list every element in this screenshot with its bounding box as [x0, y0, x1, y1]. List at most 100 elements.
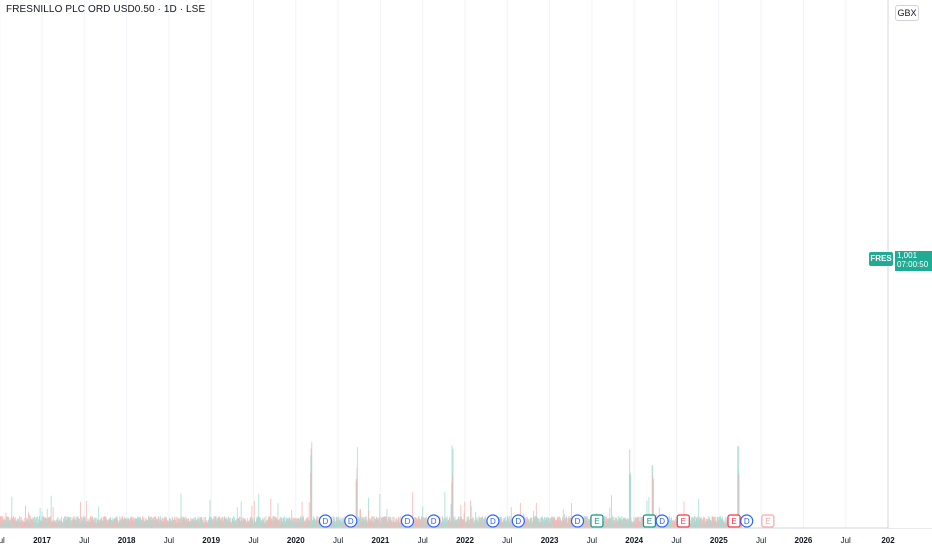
volume-bar: [625, 518, 627, 528]
volume-bar: [39, 507, 41, 528]
volume-bar: [386, 508, 388, 528]
volume-bar: [543, 519, 544, 528]
volume-bar: [295, 518, 296, 528]
volume-bar: [45, 518, 47, 528]
volume-bar: [475, 512, 476, 528]
volume-bar: [395, 518, 397, 528]
volume-bar: [18, 519, 20, 528]
volume-bar: [98, 506, 100, 528]
volume-bar: [148, 517, 150, 528]
volume-bar: [239, 516, 241, 528]
volume-bar: [546, 517, 548, 528]
volume-bar: [422, 506, 424, 528]
volume-bar: [11, 496, 13, 528]
volume-bar: [584, 516, 586, 528]
volume-bar: [535, 502, 537, 528]
volume-bar: [102, 516, 104, 528]
volume-bar: [379, 516, 381, 528]
volume-bar: [568, 517, 570, 528]
volume-bars: [0, 442, 743, 528]
volume-bar: [228, 516, 229, 528]
volume-bar: [249, 517, 251, 528]
volume-bar: [75, 517, 77, 528]
volume-bar: [311, 442, 313, 528]
volume-bar: [96, 517, 98, 528]
volume-bar: [1, 516, 3, 528]
volume-bar: [460, 504, 462, 528]
volume-bar: [534, 516, 536, 528]
volume-bar: [277, 503, 279, 528]
volume-bar: [413, 517, 415, 528]
grid-lines: [0, 0, 889, 528]
volume-bar: [442, 518, 444, 528]
volume-bar: [724, 516, 726, 528]
volume-bar: [423, 517, 425, 528]
volume-bar: [69, 517, 71, 528]
volume-bar: [35, 518, 37, 528]
volume-bar: [611, 495, 612, 528]
volume-bar: [240, 501, 242, 528]
volume-bar: [50, 495, 52, 528]
volume-bar: [738, 475, 740, 528]
volume-bar: [215, 516, 217, 528]
volume-bar: [741, 523, 743, 528]
volume-bar: [142, 516, 144, 528]
volume-bar: [89, 518, 91, 528]
volume-bar: [219, 516, 221, 528]
volume-bar: [174, 516, 175, 528]
volume-bar: [385, 516, 387, 528]
volume-bar: [366, 516, 368, 528]
volume-bar: [609, 507, 611, 528]
volume-bar: [372, 516, 374, 528]
volume-bar: [470, 506, 472, 528]
volume-bar: [365, 516, 366, 528]
volume-bar: [279, 517, 281, 528]
volume-bar: [68, 516, 70, 528]
volume-bar: [85, 500, 87, 528]
volume-bar: [374, 516, 376, 528]
volume-bar: [270, 498, 272, 528]
volume-bar: [68, 517, 70, 528]
volume-bar: [33, 518, 35, 528]
volume-bar: [368, 510, 370, 528]
volume-bar: [0, 516, 1, 528]
volume-bar: [425, 516, 427, 528]
volume-bar: [198, 516, 200, 528]
volume-bar: [28, 514, 30, 528]
volume-bar: [381, 518, 383, 528]
volume-bar: [360, 509, 362, 528]
volume-bar: [616, 519, 618, 528]
volume-bar: [623, 518, 624, 528]
volume-bar: [94, 517, 96, 528]
volume-bar: [648, 496, 650, 528]
volume-bar: [83, 518, 85, 528]
volume-bar: [468, 516, 470, 528]
volume-bar: [41, 511, 43, 528]
volume-bar: [82, 518, 84, 528]
volume-bar: [439, 518, 441, 528]
volume-bar: [418, 516, 420, 528]
volume-bar: [630, 474, 632, 528]
volume-bar: [444, 492, 446, 528]
volume-bar: [172, 518, 173, 528]
volume-bar: [646, 500, 648, 528]
volume-bar: [163, 517, 165, 528]
volume-bar: [443, 517, 445, 528]
volume-bar: [19, 516, 21, 528]
volume-bar: [567, 517, 569, 528]
volume-bar: [258, 493, 260, 528]
volume-bar: [508, 516, 510, 528]
volume-bar: [115, 516, 117, 528]
volume-bar: [300, 516, 302, 528]
volume-bar: [262, 517, 264, 528]
volume-bar: [203, 516, 205, 528]
volume-bar: [694, 516, 696, 528]
volume-bar: [621, 516, 623, 528]
volume-bar: [158, 516, 160, 528]
volume-bar: [201, 517, 203, 528]
volume-bar: [119, 516, 121, 528]
volume-bar: [180, 493, 182, 528]
